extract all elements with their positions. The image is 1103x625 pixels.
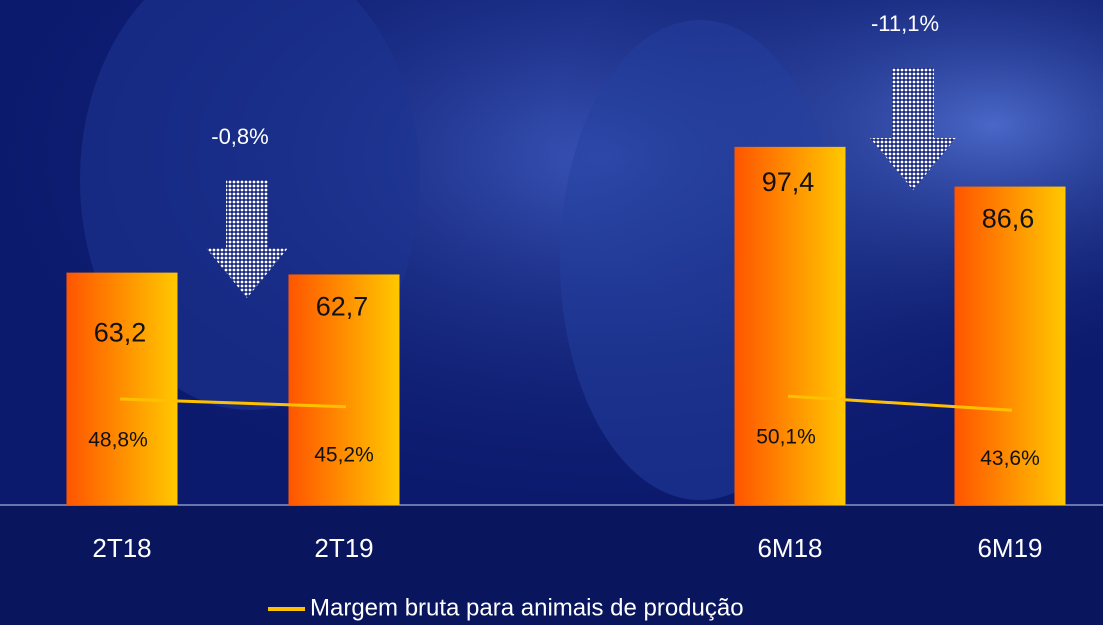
margin-value-label: 43,6% [980,447,1040,470]
bar-value-label: 62,7 [316,292,369,322]
bar-value-label: 97,4 [762,167,815,197]
bar [66,272,178,505]
margin-value-label: 48,8% [88,429,148,452]
legend-label: Margem bruta para animais de produção [310,594,744,621]
change-annotation: -11,1% [871,11,939,36]
x-tick-label: 2T19 [314,533,373,563]
margin-line [787,394,1013,412]
bar-value-label: 63,2 [94,318,147,348]
margin-line [119,397,347,409]
bar [288,274,400,505]
down-arrow [870,68,956,190]
margin-value-label: 50,1% [756,426,816,449]
margin-value-label: 45,2% [314,443,374,466]
x-tick-label: 6M19 [977,533,1042,563]
change-annotation: -0,8% [211,124,268,149]
down-arrow [206,180,288,298]
bar-value-label: 86,6 [982,204,1035,234]
bar [734,146,846,506]
ground [0,506,1103,625]
bar [954,186,1066,505]
x-tick-label: 6M18 [757,533,822,563]
x-tick-label: 2T18 [92,533,151,563]
